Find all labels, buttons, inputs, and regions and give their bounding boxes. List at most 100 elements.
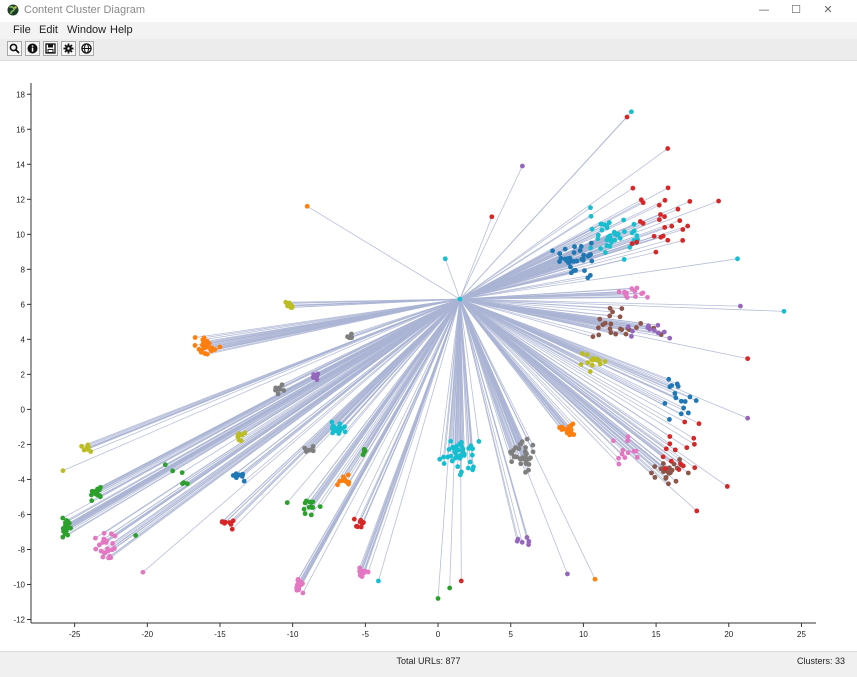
data-point[interactable] (579, 244, 584, 249)
data-point[interactable] (623, 293, 628, 298)
data-point[interactable] (682, 420, 687, 425)
data-point[interactable] (632, 289, 637, 294)
data-point[interactable] (667, 336, 672, 341)
data-point[interactable] (612, 238, 617, 243)
data-point[interactable] (603, 250, 608, 255)
data-point[interactable] (663, 476, 668, 481)
data-point[interactable] (618, 236, 623, 241)
data-point[interactable] (468, 460, 473, 465)
data-point[interactable] (662, 401, 667, 406)
data-point[interactable] (579, 362, 584, 367)
settings-button[interactable] (61, 41, 76, 56)
data-point[interactable] (652, 234, 657, 239)
data-point[interactable] (685, 224, 690, 229)
data-point[interactable] (589, 259, 594, 264)
data-point[interactable] (579, 257, 584, 262)
data-point[interactable] (205, 352, 210, 357)
data-point[interactable] (346, 482, 351, 487)
data-point[interactable] (470, 453, 475, 458)
web-button[interactable] (79, 41, 94, 56)
data-point[interactable] (641, 291, 646, 296)
data-point[interactable] (516, 537, 521, 542)
data-point[interactable] (617, 289, 622, 294)
data-point[interactable] (565, 572, 570, 577)
data-point[interactable] (661, 454, 666, 459)
data-point[interactable] (607, 220, 612, 225)
data-point[interactable] (745, 416, 750, 421)
data-point[interactable] (180, 481, 185, 486)
data-point[interactable] (590, 227, 595, 232)
data-point[interactable] (630, 329, 635, 334)
data-point[interactable] (459, 444, 464, 449)
hub-point[interactable] (457, 297, 462, 302)
data-point[interactable] (466, 466, 471, 471)
data-point[interactable] (311, 375, 316, 380)
data-point[interactable] (441, 455, 446, 460)
data-point[interactable] (523, 470, 528, 475)
data-point[interactable] (303, 511, 308, 516)
data-point[interactable] (520, 540, 525, 545)
data-point[interactable] (524, 461, 529, 466)
data-point[interactable] (354, 524, 359, 529)
data-point[interactable] (673, 447, 678, 452)
data-point[interactable] (289, 303, 294, 308)
data-point[interactable] (343, 429, 348, 434)
data-point[interactable] (641, 200, 646, 205)
data-point[interactable] (621, 218, 626, 223)
data-point[interactable] (725, 484, 730, 489)
data-point[interactable] (302, 446, 307, 451)
data-point[interactable] (585, 275, 590, 280)
data-point[interactable] (629, 334, 634, 339)
data-point[interactable] (591, 334, 596, 339)
data-point[interactable] (649, 471, 654, 476)
data-point[interactable] (596, 325, 601, 330)
data-point[interactable] (318, 504, 323, 509)
data-point[interactable] (676, 207, 681, 212)
data-point[interactable] (61, 468, 66, 473)
data-point[interactable] (691, 436, 696, 441)
data-point[interactable] (60, 516, 65, 521)
data-point[interactable] (684, 445, 689, 450)
data-point[interactable] (589, 241, 594, 246)
data-point[interactable] (89, 498, 94, 503)
data-point[interactable] (310, 505, 315, 510)
data-point[interactable] (462, 453, 467, 458)
data-point[interactable] (697, 421, 702, 426)
data-point[interactable] (638, 321, 643, 326)
data-point[interactable] (358, 519, 363, 524)
data-point[interactable] (588, 369, 593, 374)
data-point[interactable] (595, 357, 600, 362)
data-point[interactable] (93, 536, 98, 541)
data-point[interactable] (652, 464, 657, 469)
data-point[interactable] (665, 238, 670, 243)
data-point[interactable] (630, 186, 635, 191)
data-point[interactable] (100, 555, 105, 560)
data-point[interactable] (654, 250, 659, 255)
data-point[interactable] (692, 442, 697, 447)
data-point[interactable] (578, 248, 583, 253)
data-point[interactable] (569, 432, 574, 437)
data-point[interactable] (531, 449, 536, 454)
data-point[interactable] (456, 448, 461, 453)
data-point[interactable] (63, 531, 68, 536)
data-point[interactable] (608, 233, 613, 238)
data-point[interactable] (450, 459, 455, 464)
data-point[interactable] (557, 425, 562, 430)
data-point[interactable] (230, 527, 235, 532)
data-point[interactable] (665, 146, 670, 151)
data-point[interactable] (526, 539, 531, 544)
data-point[interactable] (223, 520, 228, 525)
search-button[interactable] (7, 41, 22, 56)
data-point[interactable] (568, 265, 573, 270)
data-point[interactable] (666, 481, 671, 486)
data-point[interactable] (674, 479, 679, 484)
data-point[interactable] (458, 472, 463, 477)
data-point[interactable] (782, 309, 787, 314)
data-point[interactable] (572, 250, 577, 255)
menu-help[interactable]: Help (110, 24, 133, 36)
data-point[interactable] (98, 493, 103, 498)
data-point[interactable] (170, 468, 175, 473)
data-point[interactable] (633, 294, 638, 299)
data-point[interactable] (300, 591, 305, 596)
data-point[interactable] (200, 343, 205, 348)
